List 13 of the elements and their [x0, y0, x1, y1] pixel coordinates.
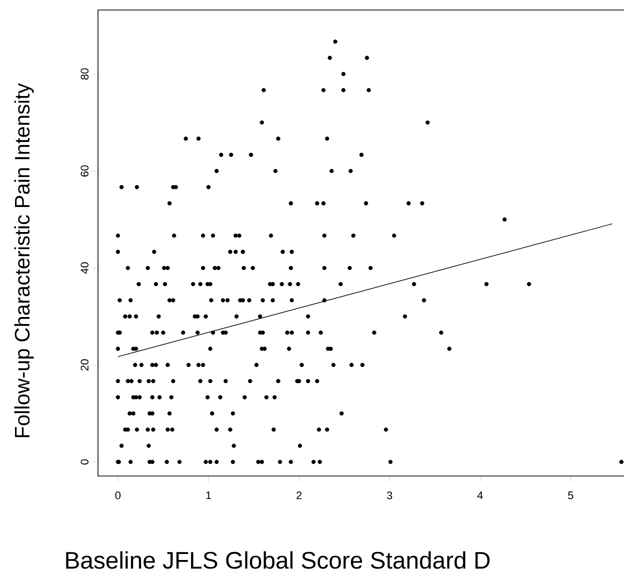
y-tick-label: 0: [80, 459, 88, 465]
x-tick-label: 1: [206, 492, 211, 500]
x-tick-label: 0: [115, 492, 121, 500]
y-axis-title: Follow-up Characteristic Pain Intensity: [14, 83, 34, 438]
y-tick-label: 40: [80, 262, 88, 274]
y-tick-label: 20: [80, 359, 88, 370]
y-tick-label: 60: [80, 165, 88, 177]
x-axis-title: Baseline JFLS Global Score Standard D: [66, 551, 490, 569]
x-tick-label: 2: [296, 492, 302, 500]
y-tick-label: 80: [80, 68, 88, 80]
x-tick-label: 3: [386, 492, 392, 500]
x-tick-label: 4: [477, 492, 483, 500]
x-tick-label: 5: [568, 492, 574, 500]
